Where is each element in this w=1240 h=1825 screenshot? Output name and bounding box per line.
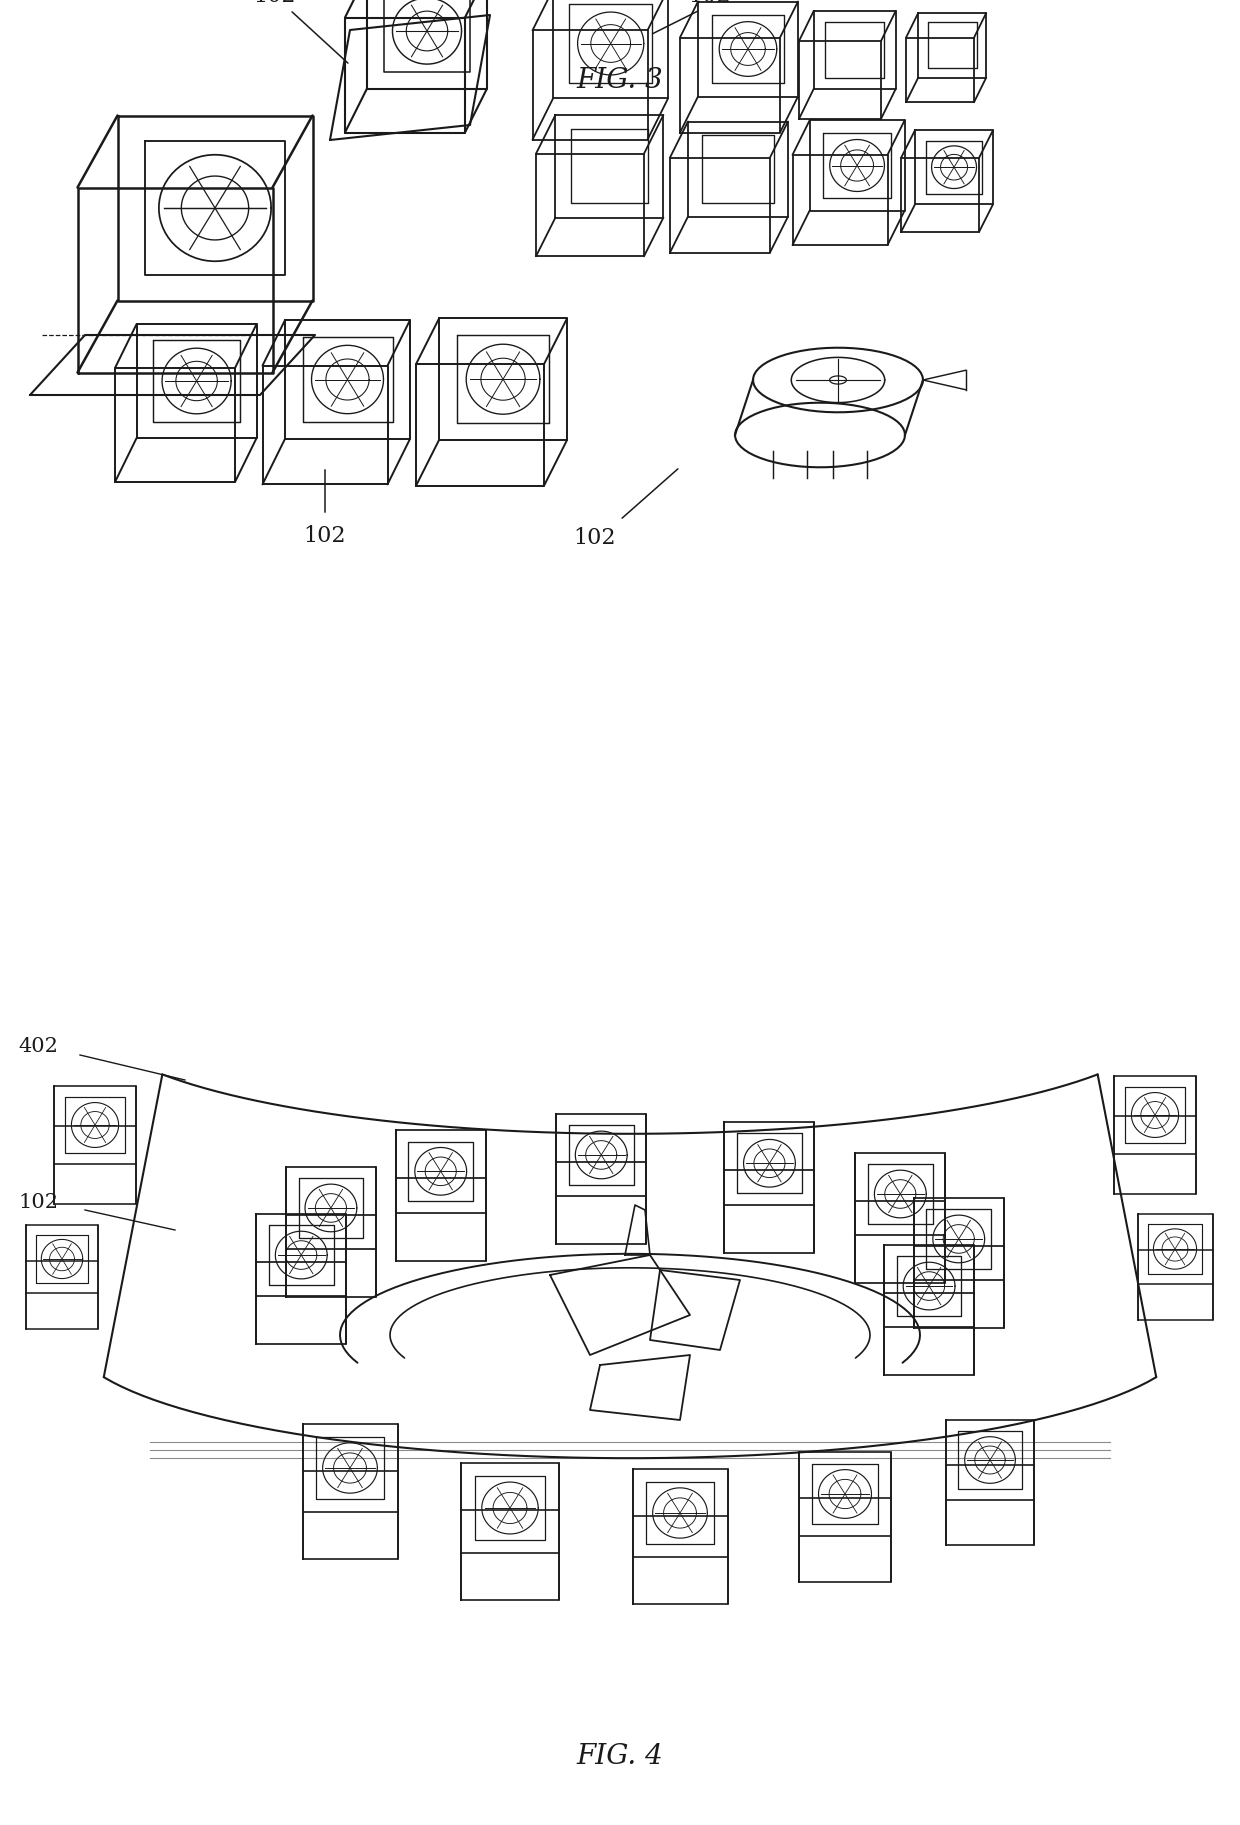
Text: 102: 102: [19, 1194, 58, 1212]
Text: 102: 102: [574, 527, 616, 549]
Text: 402: 402: [19, 1037, 58, 1057]
Text: 102: 102: [304, 526, 346, 547]
Text: FIG. 4: FIG. 4: [577, 1743, 663, 1770]
Text: FIG. 3: FIG. 3: [577, 66, 663, 93]
Text: 102: 102: [254, 0, 296, 7]
Text: 102: 102: [688, 0, 732, 7]
